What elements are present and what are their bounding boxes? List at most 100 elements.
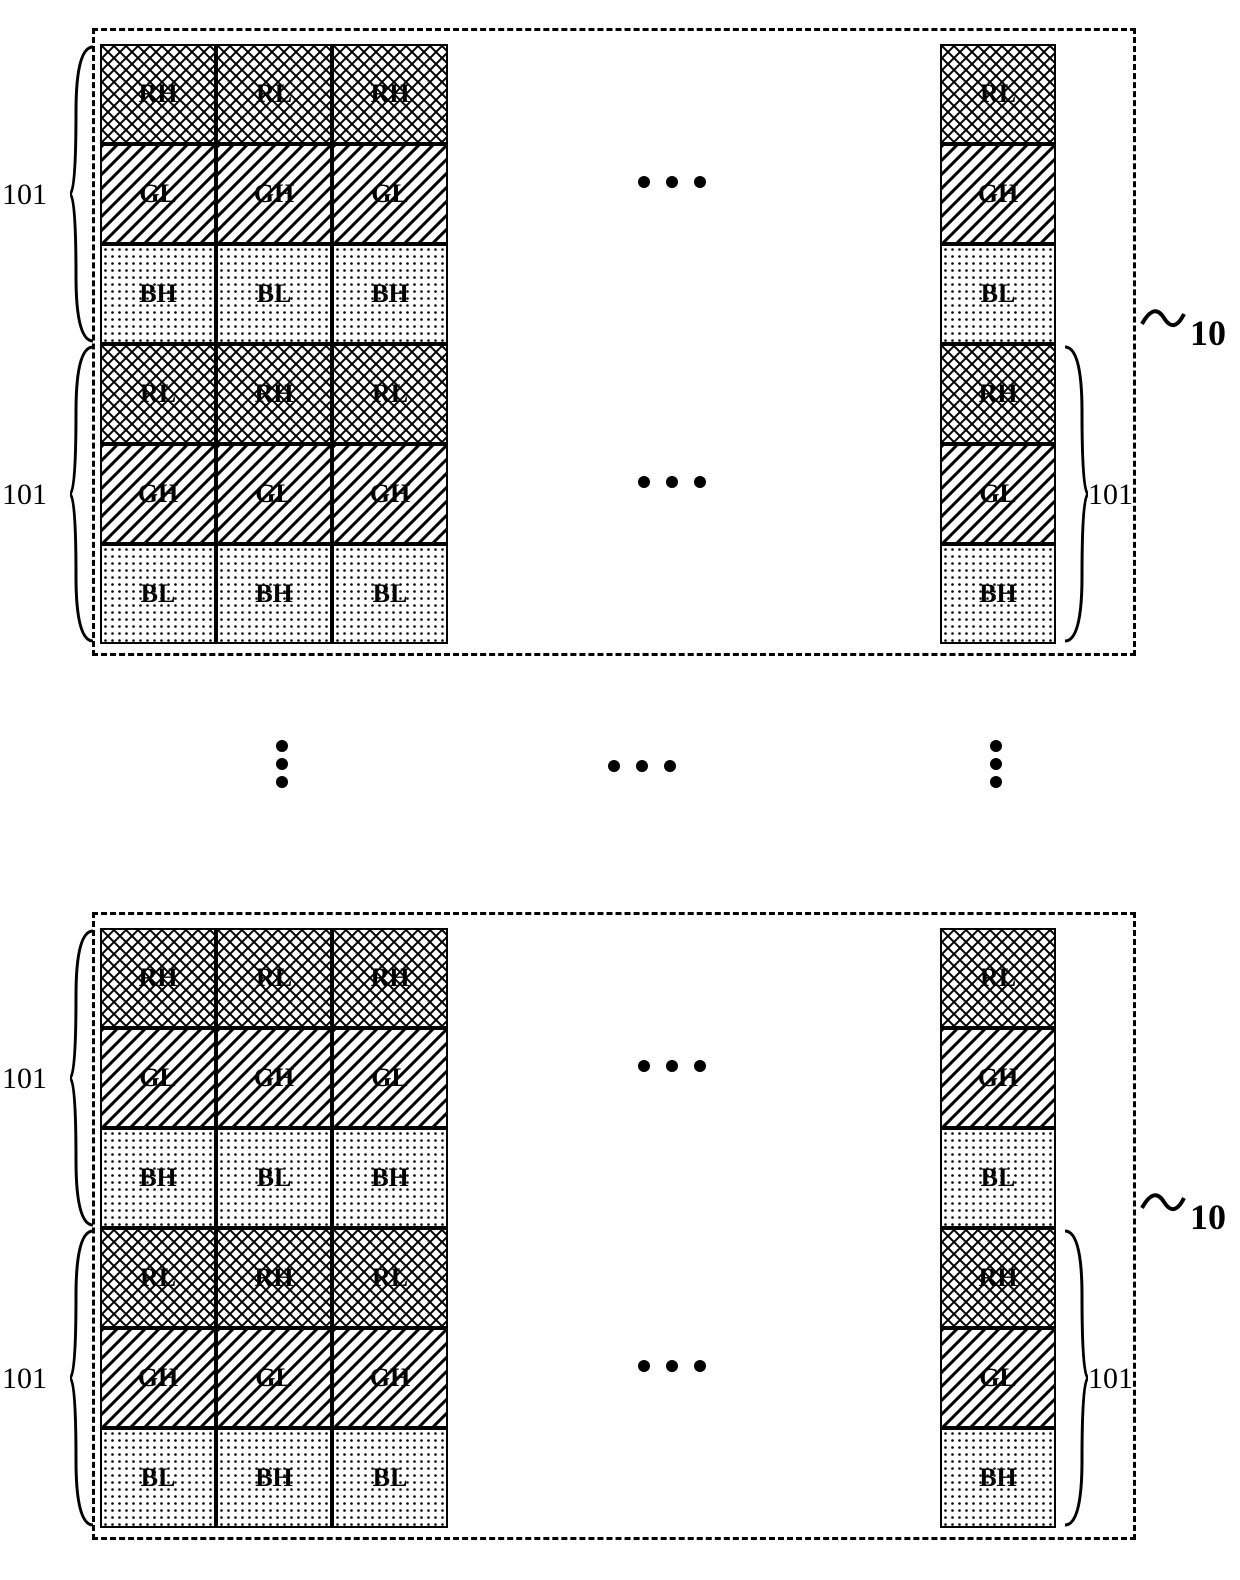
pixel-cell: RH xyxy=(940,1228,1056,1328)
pixel-cell: RL xyxy=(940,44,1056,144)
reference-label: 10 xyxy=(1190,1196,1226,1238)
pixel-cell: BL xyxy=(216,1128,332,1228)
curly-brace xyxy=(70,928,96,1228)
cell-label: RH xyxy=(255,1263,294,1293)
pixel-cell: BH xyxy=(100,1128,216,1228)
ellipsis-horizontal xyxy=(630,164,714,196)
pixel-cell: BL xyxy=(100,544,216,644)
pixel-cell: BH xyxy=(216,1428,332,1528)
reference-leader xyxy=(1140,1184,1186,1220)
pixel-cell: GH xyxy=(940,144,1056,244)
pixel-cell: GL xyxy=(100,1028,216,1128)
pixel-cell: GH xyxy=(332,1328,448,1428)
cell-label: BL xyxy=(141,1463,176,1493)
cell-label: BH xyxy=(979,1463,1017,1493)
cell-label: RL xyxy=(256,963,292,993)
ellipsis-vertical xyxy=(276,740,288,788)
cell-label: RL xyxy=(372,1263,408,1293)
pixel-cell: RL xyxy=(332,1228,448,1328)
cell-label: GL xyxy=(139,1063,177,1093)
curly-brace xyxy=(1062,1228,1088,1528)
pixel-cell: BL xyxy=(216,244,332,344)
pixel-row-ref: 101 xyxy=(2,178,47,212)
cell-label: BH xyxy=(371,1163,409,1193)
cell-label: BH xyxy=(371,279,409,309)
cell-label: GL xyxy=(139,179,177,209)
pixel-cell: GH xyxy=(332,444,448,544)
pixel-cell: RH xyxy=(940,344,1056,444)
pixel-cell: RH xyxy=(332,44,448,144)
cell-label: GH xyxy=(254,179,294,209)
pixel-cell: BH xyxy=(100,244,216,344)
pixel-cell: RH xyxy=(100,928,216,1028)
cell-label: GL xyxy=(255,479,293,509)
cell-label: BL xyxy=(257,1163,292,1193)
pixel-cell: BH xyxy=(940,544,1056,644)
pixel-cell: BH xyxy=(216,544,332,644)
pixel-cell: BL xyxy=(100,1428,216,1528)
ellipsis-horizontal xyxy=(600,748,684,780)
cell-label: GL xyxy=(979,479,1017,509)
cell-label: RH xyxy=(139,963,178,993)
cell-label: GH xyxy=(138,479,178,509)
cell-label: BH xyxy=(139,279,177,309)
pixel-cell: GH xyxy=(216,144,332,244)
pixel-cell: RH xyxy=(100,44,216,144)
cell-label: GL xyxy=(371,1063,409,1093)
cell-label: RH xyxy=(255,379,294,409)
cell-label: RL xyxy=(980,79,1016,109)
cell-label: RH xyxy=(139,79,178,109)
pixel-cell: BH xyxy=(332,244,448,344)
cell-label: RH xyxy=(371,963,410,993)
reference-label: 10 xyxy=(1190,312,1226,354)
pixel-cell: RL xyxy=(216,928,332,1028)
diagram-canvas: 10 101 RH RL RH GL GH GL BH BL BH RL GH BL 101 RL RH RL GH… xyxy=(0,0,1240,1580)
pixel-cell: GL xyxy=(940,444,1056,544)
cell-label: GH xyxy=(978,1063,1018,1093)
cell-label: GH xyxy=(254,1063,294,1093)
cell-label: BH xyxy=(139,1163,177,1193)
cell-label: GH xyxy=(370,479,410,509)
pixel-cell: GL xyxy=(216,444,332,544)
pixel-row-ref: 101 xyxy=(2,478,47,512)
cell-label: GH xyxy=(138,1363,178,1393)
cell-label: RH xyxy=(979,1263,1018,1293)
cell-label: BL xyxy=(981,1163,1016,1193)
pixel-cell: BL xyxy=(332,544,448,644)
cell-label: BL xyxy=(373,1463,408,1493)
cell-label: GH xyxy=(978,179,1018,209)
cell-label: RL xyxy=(140,379,176,409)
pixel-cell: BL xyxy=(332,1428,448,1528)
cell-label: BH xyxy=(255,579,293,609)
cell-label: BH xyxy=(979,579,1017,609)
curly-brace xyxy=(1062,344,1088,644)
pixel-cell: BH xyxy=(332,1128,448,1228)
ellipsis-vertical xyxy=(990,740,1002,788)
curly-brace xyxy=(70,44,96,344)
cell-label: RL xyxy=(256,79,292,109)
cell-label: BL xyxy=(981,279,1016,309)
pixel-cell: RH xyxy=(216,1228,332,1328)
ellipsis-horizontal xyxy=(630,464,714,496)
pixel-row-ref: 101 xyxy=(1088,1362,1133,1396)
cell-label: BL xyxy=(373,579,408,609)
cell-label: RH xyxy=(371,79,410,109)
pixel-cell: GL xyxy=(216,1328,332,1428)
pixel-cell: GH xyxy=(216,1028,332,1128)
cell-label: RL xyxy=(980,963,1016,993)
pixel-cell: GL xyxy=(100,144,216,244)
cell-label: GL xyxy=(255,1363,293,1393)
pixel-cell: GH xyxy=(100,444,216,544)
pixel-cell: RL xyxy=(100,344,216,444)
cell-label: GH xyxy=(370,1363,410,1393)
ellipsis-horizontal xyxy=(630,1048,714,1080)
pixel-cell: GL xyxy=(940,1328,1056,1428)
reference-leader xyxy=(1140,300,1186,336)
pixel-cell: BL xyxy=(940,1128,1056,1228)
pixel-cell: BH xyxy=(940,1428,1056,1528)
pixel-cell: GH xyxy=(940,1028,1056,1128)
pixel-cell: RL xyxy=(940,928,1056,1028)
cell-label: BL xyxy=(257,279,292,309)
cell-label: BL xyxy=(141,579,176,609)
pixel-cell: GL xyxy=(332,1028,448,1128)
